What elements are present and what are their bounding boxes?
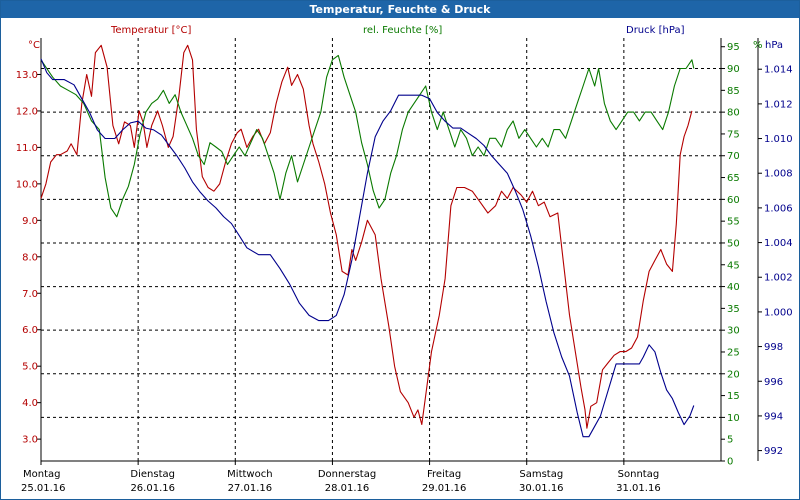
chart-canvas: Temperatur [°C] rel. Feuchte [%] Druck [… [16,25,793,494]
weekday-label: Montag [23,469,60,480]
temperature-unit-label: °C [28,40,40,51]
temperature-tick-label: 11.0 [16,143,38,154]
temperature-tick-label: 12.0 [16,106,38,117]
pressure-tick-label: 1.008 [764,169,793,180]
temperature-tick-label: 4.0 [22,398,38,409]
pressure-tick-labels: 992 994 996 998 1.000 1.002 1.004 1.006 1.008 1.0… [758,65,793,457]
pressure-tick-label: 1.014 [764,65,793,76]
humidity-tick-label: 10 [727,413,740,424]
temperature-tick-label: 5.0 [22,362,38,373]
humidity-tick-label: 65 [727,173,740,184]
humidity-tick-label: 85 [727,86,740,97]
humidity-tick-label: 25 [727,347,740,358]
pressure-tick-label: 998 [764,342,783,353]
humidity-tick-label: 20 [727,369,740,380]
pressure-tick-label: 1.004 [764,238,793,249]
humidity-tick-label: 30 [727,326,740,337]
humidity-tick-label: 45 [727,260,740,271]
temperature-tick-label: 7.0 [22,289,38,300]
weekday-label: Donnerstag [318,469,376,480]
date-label: 29.01.16 [422,483,467,494]
humidity-tick-label: 75 [727,129,740,140]
pressure-unit-label: hPa [765,40,783,51]
pressure-tick-label: 1.000 [764,307,793,318]
humidity-tick-label: 80 [727,108,740,119]
pressure-tick-label: 1.002 [764,273,793,284]
temperature-tick-label: 3.0 [22,435,38,446]
weekday-label: Dienstag [130,469,175,480]
grid [40,38,759,462]
humidity-tick-label: 55 [727,217,740,228]
humidity-tick-label: 0 [727,457,733,468]
date-label: 27.01.16 [228,483,273,494]
date-label: 28.01.16 [325,483,370,494]
humidity-tick-label: 5 [727,435,733,446]
date-label: 25.01.16 [21,483,66,494]
humidity-unit-label: % [753,40,763,51]
weekday-label: Sonntag [618,469,660,480]
temperature-tick-label: 6.0 [22,325,38,336]
humidity-tick-label: 95 [727,42,740,53]
day-tick-labels: Montag 25.01.16 Dienstag 26.01.16 Mittwoch 27… [21,461,661,494]
humidity-tick-label: 50 [727,238,740,249]
temperature-tick-label: 9.0 [22,216,38,227]
pressure-tick-label: 994 [764,411,783,422]
temperature-tick-label: 10.0 [16,179,38,190]
humidity-tick-label: 60 [727,195,740,206]
humidity-tick-label: 40 [727,282,740,293]
humidity-axis-label: rel. Feuchte [%] [363,25,442,36]
date-label: 30.01.16 [519,483,564,494]
pressure-tick-label: 1.012 [764,99,793,110]
date-label: 26.01.16 [130,483,175,494]
pressure-tick-label: 1.006 [764,203,793,214]
humidity-tick-label: 90 [727,64,740,75]
pressure-tick-label: 992 [764,446,783,457]
temperature-axis-label: Temperatur [°C] [110,25,191,36]
pressure-tick-label: 1.010 [764,134,793,145]
humidity-tick-labels: 0 5 10 15 20 25 30 35 40 45 50 55 60 65 70 75 80 85 90 95 [721,42,740,468]
humidity-tick-label: 35 [727,304,740,315]
temperature-tick-label: 8.0 [22,252,38,263]
pressure-line [40,58,695,438]
date-label: 31.01.16 [616,483,661,494]
window-title: Temperatur, Feuchte & Druck [1,1,799,18]
pressure-tick-label: 996 [764,377,783,388]
weekday-label: Freitag [427,469,461,480]
humidity-tick-label: 70 [727,151,740,162]
pressure-axis-label: Druck [hPa] [626,25,685,36]
humidity-tick-label: 15 [727,391,740,402]
weekday-label: Samstag [519,469,563,480]
weekday-label: Mittwoch [227,469,272,480]
series [40,44,695,438]
temperature-line [40,44,693,429]
temperature-tick-label: 13.0 [16,70,38,81]
temperature-tick-labels: 3.0 4.0 5.0 6.0 7.0 8.0 9.0 10.0 11.0 12.0 13.0 [16,70,41,446]
humidity-line [40,54,695,218]
